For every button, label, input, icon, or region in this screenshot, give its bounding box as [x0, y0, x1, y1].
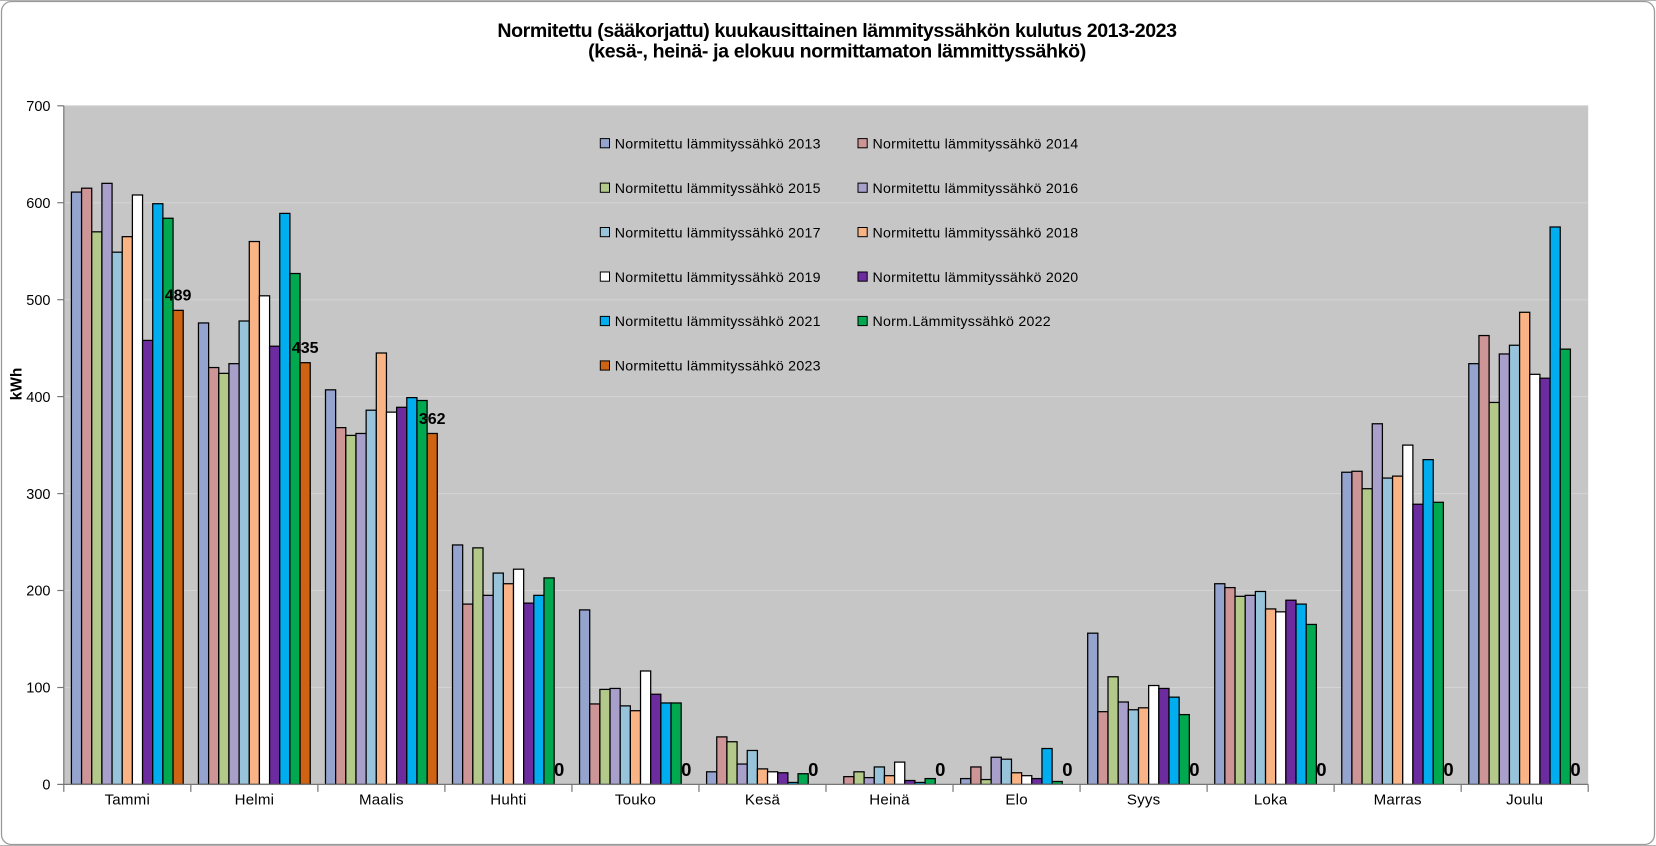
svg-text:Tammi: Tammi — [105, 791, 150, 808]
svg-text:Marras: Marras — [1374, 791, 1422, 808]
svg-text:Loka: Loka — [1254, 791, 1288, 808]
svg-text:Normitettu lämmityssähkö 2023: Normitettu lämmityssähkö 2023 — [615, 359, 821, 375]
svg-text:Norm.Lämmityssähkö 2022: Norm.Lämmityssähkö 2022 — [873, 314, 1051, 330]
svg-text:0: 0 — [1316, 759, 1326, 780]
svg-text:200: 200 — [26, 584, 50, 600]
svg-text:Normitettu lämmityssähkö 2014: Normitettu lämmityssähkö 2014 — [873, 136, 1079, 152]
svg-text:Normitettu lämmityssähkö 2018: Normitettu lämmityssähkö 2018 — [873, 225, 1079, 241]
svg-text:0: 0 — [1062, 759, 1072, 780]
svg-text:Normitettu lämmityssähkö 2017: Normitettu lämmityssähkö 2017 — [615, 225, 821, 241]
svg-text:0: 0 — [42, 778, 50, 794]
svg-text:400: 400 — [26, 390, 50, 406]
svg-text:0: 0 — [808, 759, 818, 780]
svg-text:Normitettu lämmityssähkö 2021: Normitettu lämmityssähkö 2021 — [615, 314, 821, 330]
svg-text:Heinä: Heinä — [869, 791, 910, 808]
svg-text:Maalis: Maalis — [359, 791, 404, 808]
svg-text:600: 600 — [26, 196, 50, 212]
svg-text:0: 0 — [554, 759, 564, 780]
svg-text:Elo: Elo — [1005, 791, 1027, 808]
svg-text:700: 700 — [26, 99, 50, 115]
svg-text:435: 435 — [292, 340, 319, 357]
svg-text:kWh: kWh — [8, 368, 25, 401]
svg-text:Normitettu lämmityssähkö 2013: Normitettu lämmityssähkö 2013 — [615, 136, 821, 152]
svg-text:Joulu: Joulu — [1506, 791, 1543, 808]
svg-text:Kesä: Kesä — [745, 791, 781, 808]
svg-text:Normitettu lämmityssähkö 2016: Normitettu lämmityssähkö 2016 — [873, 181, 1079, 197]
svg-text:0: 0 — [1189, 759, 1199, 780]
svg-text:Normitettu lämmityssähkö 2020: Normitettu lämmityssähkö 2020 — [873, 270, 1079, 286]
svg-text:Huhti: Huhti — [490, 791, 526, 808]
svg-text:(kesä-, heinä- ja elokuu normi: (kesä-, heinä- ja elokuu normittamaton l… — [588, 41, 1086, 63]
svg-text:500: 500 — [26, 293, 50, 309]
svg-text:0: 0 — [1570, 759, 1580, 780]
svg-text:300: 300 — [26, 487, 50, 503]
svg-text:Normitettu (sääkorjattu) kuuka: Normitettu (sääkorjattu) kuukausittainen… — [497, 20, 1177, 42]
svg-text:Normitettu lämmityssähkö 2015: Normitettu lämmityssähkö 2015 — [615, 181, 821, 197]
svg-text:362: 362 — [419, 411, 446, 428]
svg-text:489: 489 — [165, 288, 192, 305]
svg-text:Helmi: Helmi — [235, 791, 275, 808]
svg-text:100: 100 — [26, 681, 50, 697]
svg-text:0: 0 — [681, 759, 691, 780]
svg-text:Syys: Syys — [1127, 791, 1161, 808]
svg-text:Touko: Touko — [615, 791, 656, 808]
svg-text:0: 0 — [1443, 759, 1453, 780]
svg-text:0: 0 — [935, 759, 945, 780]
svg-text:Normitettu lämmityssähkö 2019: Normitettu lämmityssähkö 2019 — [615, 270, 821, 286]
